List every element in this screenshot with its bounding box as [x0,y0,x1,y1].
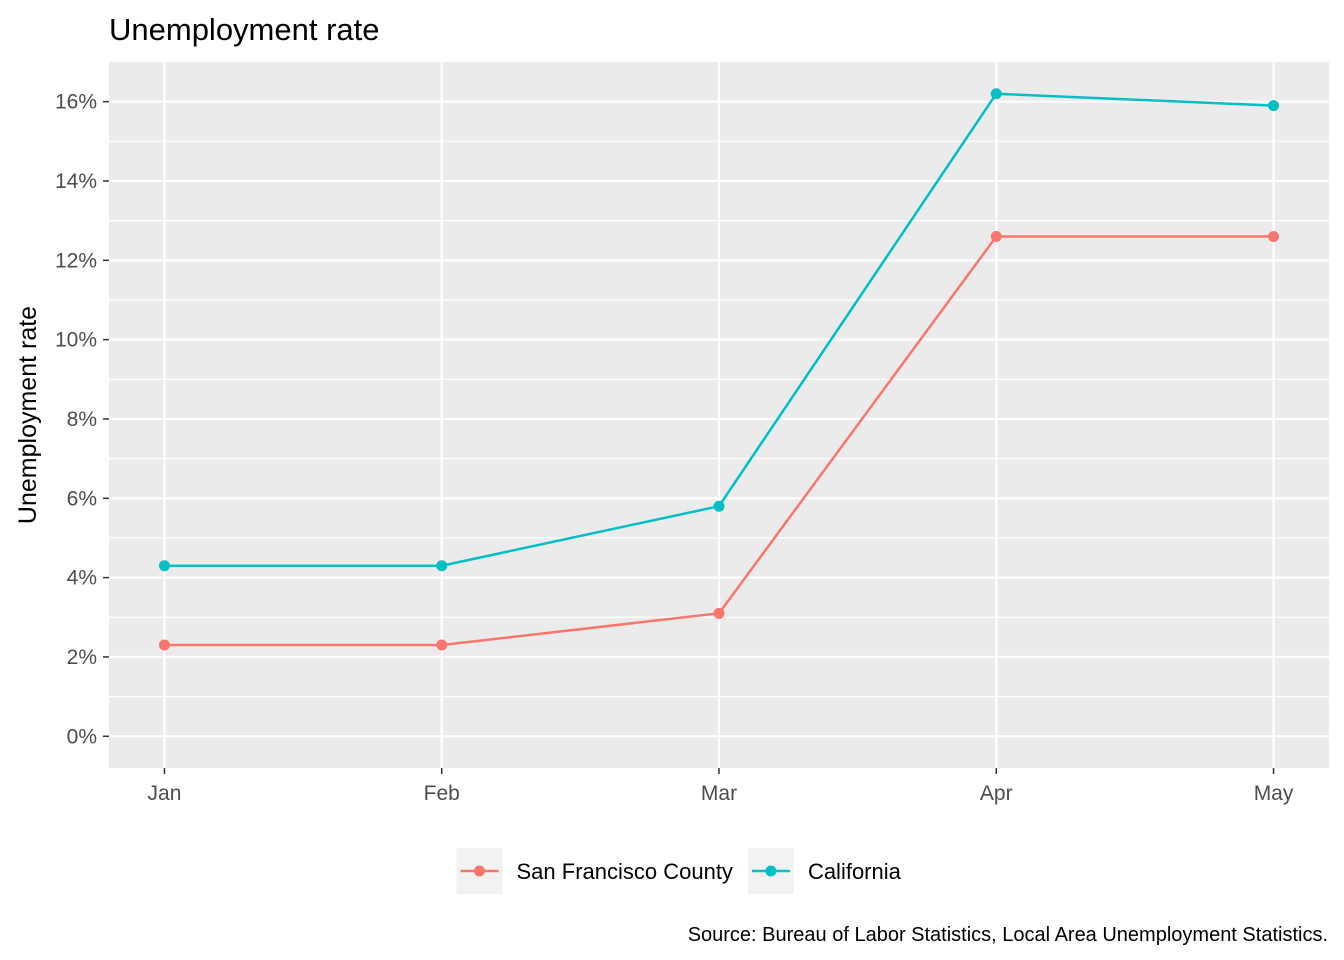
x-tick-label: Feb [424,782,460,805]
data-point [1268,231,1280,243]
y-axis-label: Unemployment rate [14,306,42,524]
y-tick-label: 0% [67,725,97,748]
legend-item: California [747,848,902,894]
data-point [436,560,448,572]
data-point [713,607,725,619]
legend-key-point [765,865,777,877]
data-point [1268,100,1280,112]
y-tick-label: 14% [55,170,97,193]
x-tick-label: Mar [701,782,737,805]
legend-item: San Francisco County [456,848,733,894]
x-tick-label: Apr [980,782,1013,805]
chart-title: Unemployment rate [109,12,380,47]
legend: San Francisco County California [456,848,902,894]
y-tick-label: 10% [55,329,97,352]
y-tick-label: 8% [67,408,97,431]
series-1 [158,88,1280,572]
data-point [436,639,448,651]
data-point [990,231,1002,243]
y-tick-label: 6% [67,487,97,510]
legend-key-point [474,865,485,877]
y-axis: 0% 2% 4% 6% 8% 10% 12% 14% 16% [55,91,109,748]
y-tick-label: 2% [67,646,97,669]
chart-caption: Source: Bureau of Labor Statistics, Loca… [688,924,1328,946]
y-tick-label: 12% [55,249,97,272]
x-axis: Jan Feb Mar Apr May [148,768,1294,805]
y-tick-label: 4% [67,567,97,590]
y-tick-label: 16% [55,91,97,114]
data-point [158,639,170,651]
x-tick-label: Jan [148,782,182,805]
legend-label: California [808,859,902,884]
series-0 [158,231,1280,651]
data-point [158,560,170,572]
series-layer [158,88,1280,651]
x-tick-label: May [1254,782,1294,805]
data-point [990,88,1002,100]
data-point [713,500,725,512]
legend-label: San Francisco County [517,859,733,884]
